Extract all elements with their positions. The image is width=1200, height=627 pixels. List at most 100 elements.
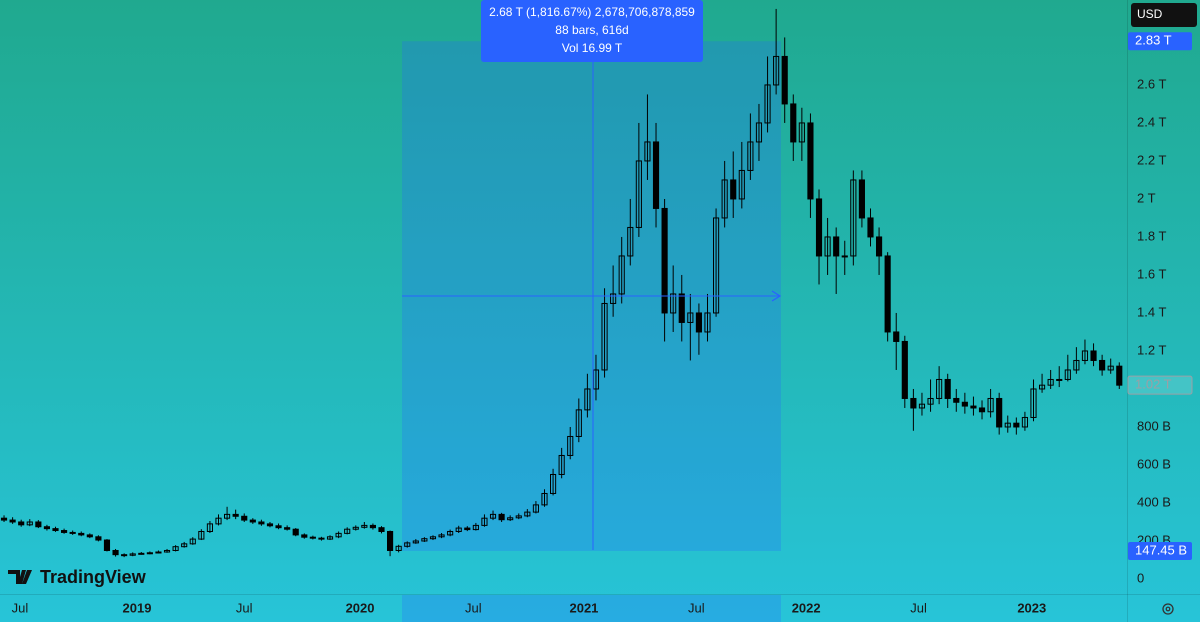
candle-body [78,532,85,536]
candle-body [472,524,479,531]
candle-body [1013,422,1020,428]
y-tick-label: 400 B [1137,494,1171,509]
candle-body [421,538,428,542]
candle-body [815,198,823,257]
y-tick-label: 1.4 T [1137,304,1166,319]
candle-body [687,312,694,323]
candle-body [0,517,8,521]
candle-body [584,388,591,411]
x-tick-label: 2023 [1017,600,1046,615]
candle-body [146,552,153,555]
candle-body [507,517,514,521]
candle-body [790,103,797,143]
y-tick-label: 1.8 T [1137,228,1166,243]
y-tick-label: 2.2 T [1137,152,1166,167]
candle-body [704,312,711,333]
price-label-box [1127,375,1193,395]
overlay: 2.68 T (1,816.67%) 2,678,706,878,859 88 … [402,0,782,550]
candle-body [661,207,668,314]
candle-body [610,293,617,304]
candle-body [395,545,402,551]
candle-body [284,527,291,530]
settings-icon-center [1165,606,1171,612]
candle-body [344,528,351,534]
tooltip-box [481,0,703,62]
candle-body [558,454,565,475]
candle-body [781,55,788,105]
candle-body [369,524,376,529]
tooltip-line: 2.68 T (1,816.67%) 2,678,706,878,859 [489,5,695,19]
candle-body [532,504,539,513]
candle-body [1081,350,1089,361]
tooltip-line: Vol 16.99 T [562,41,623,55]
candle-body [35,521,42,528]
candle-body [18,521,25,526]
candle-body [9,519,16,523]
candle-body [567,435,574,456]
candle-body [652,141,660,209]
candle-body [867,217,874,238]
candle-body [1116,365,1123,386]
y-tick-label: 0 [1137,570,1144,585]
candle-body [721,179,728,219]
currency-box[interactable] [1131,3,1197,27]
settings-icon[interactable] [1162,603,1174,615]
candle-body [747,141,754,171]
logo-icon [8,570,32,584]
candle-body [807,122,814,200]
x-tick-label: Jul [910,600,927,615]
candle-body [404,542,411,547]
candle-body [730,179,737,200]
candle-body [266,523,274,527]
candles [0,8,1123,558]
candle-body [884,255,891,333]
candle-body [1073,359,1080,371]
candle-body [489,513,497,519]
candle-body [893,331,900,342]
x-tick-label: Jul [688,600,705,615]
candle-body [181,543,188,548]
x-tick-label: Jul [12,600,29,615]
y-tick-label: 1.6 T [1137,266,1166,281]
y-tick-label: 2.4 T [1137,114,1166,129]
candle-body [249,519,256,523]
candle-body [232,513,239,517]
measure-arrow [771,290,782,302]
tooltip-line: 88 bars, 616d [555,23,628,37]
candle-body [378,527,385,532]
candle-body [910,397,917,409]
candle-body [738,169,745,200]
candle-body [524,511,531,517]
x-tick-label: Jul [236,600,253,615]
price-label-box [1128,541,1192,560]
candle-body [481,517,488,526]
candle-body [618,255,625,295]
candle-body [592,369,600,390]
candle-body [52,528,59,532]
x-tick-label: 2020 [346,600,375,615]
candle-body [103,539,111,551]
candle-body [301,534,308,538]
candle-body [798,122,805,143]
candle-body [61,530,68,533]
candle-body [875,236,883,257]
time-axis-range [402,595,781,622]
y-tick-label: 800 B [1137,418,1171,433]
candle-body [944,378,951,399]
candle-body [764,84,771,124]
candle-body [438,534,445,538]
currency[interactable]: USD [1137,7,1163,21]
candle-body [961,401,968,407]
candle-body [841,255,848,258]
x-tick-label: 2019 [123,600,152,615]
candle-body [172,546,179,551]
candle-body [1064,369,1071,380]
logo-text: TradingView [40,567,147,587]
candle-body [498,513,505,521]
candle-body [1099,359,1106,371]
candle-body [824,236,831,257]
candle-body [1056,378,1063,381]
candle-body [1107,365,1114,371]
